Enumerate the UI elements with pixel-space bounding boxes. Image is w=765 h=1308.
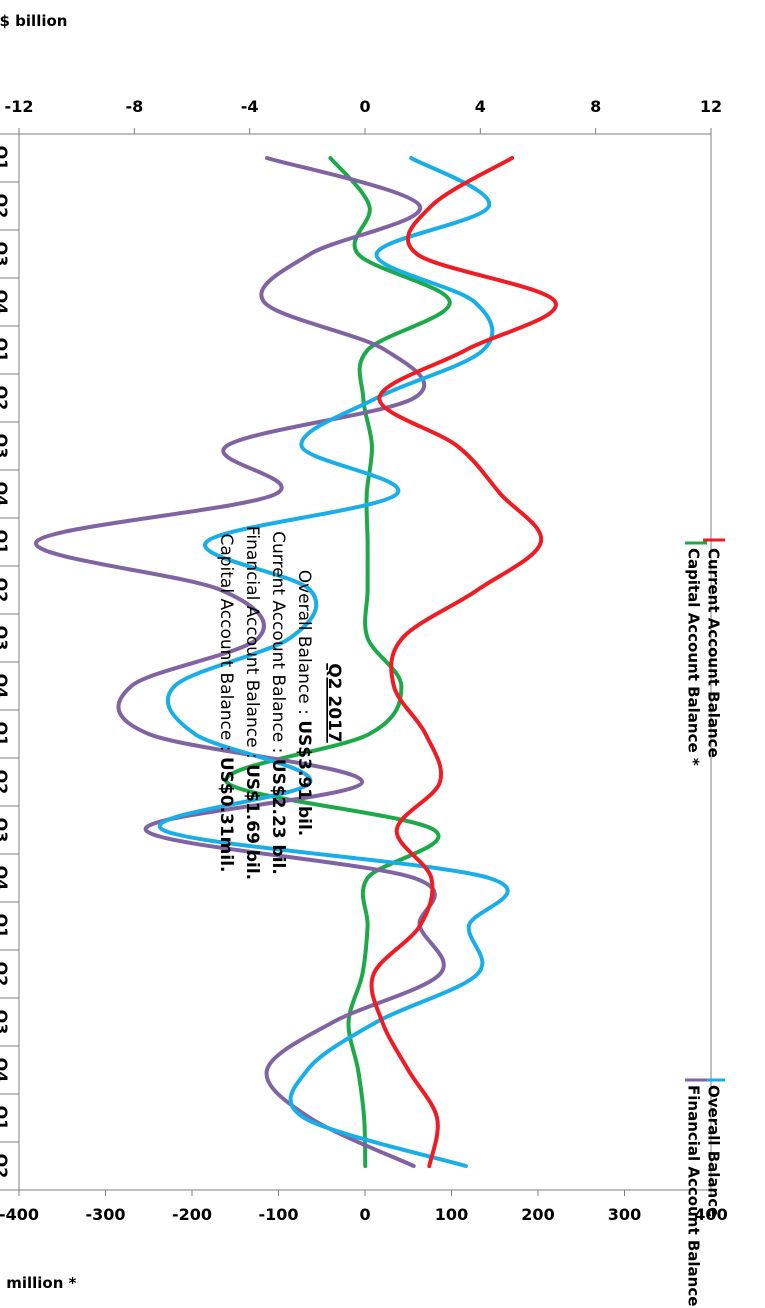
series-line-financial-account-balance	[34, 156, 446, 1168]
left-axis-tick-label: -12	[5, 97, 34, 116]
quarter-tick-label: Q3	[0, 626, 11, 651]
quarter-tick-label: Q2	[0, 962, 11, 987]
quarter-tick-label: Q4	[0, 866, 11, 891]
annotation-line-current: Current Account Balance : US$2.23 bil.	[268, 531, 288, 875]
right-axis-tick-label: 400	[694, 1205, 727, 1224]
left-axis-tick-label: 4	[475, 97, 486, 116]
legend-label-capital: Capital Account Balance *	[685, 548, 703, 766]
quarter-tick-label: Q1	[0, 338, 11, 363]
legend-item-financial: Financial Account Balance	[685, 1078, 707, 1306]
quarter-tick-label: Q4	[0, 674, 11, 699]
left-axis-tick-label: -4	[241, 97, 259, 116]
series-line-capital-account-balance	[224, 156, 452, 1168]
quarter-tick-label: Q3	[0, 434, 11, 459]
quarter-tick-label: Q4	[0, 482, 11, 507]
annotation-box: Q2 2017 Overall Balance : US$3.91 bil. C…	[216, 526, 344, 880]
left-axis-tick-label: 8	[590, 97, 601, 116]
annotation-line-overall: Overall Balance : US$3.91 bil.	[294, 570, 314, 837]
quarter-tick-label: Q3	[0, 818, 11, 843]
quarter-tick-label: Q4	[0, 1058, 11, 1083]
legend-label-financial: Financial Account Balance	[685, 1085, 703, 1306]
quarter-tick-label: Q4	[0, 290, 11, 315]
quarter-tick-label: Q2	[0, 578, 11, 603]
legend-item-current: Current Account Balance	[703, 538, 725, 758]
right-axis-title: US$ million *	[0, 1274, 77, 1292]
quarter-tick-label: Q3	[0, 1010, 11, 1035]
series-layer	[34, 156, 558, 1168]
quarter-tick-label: Q2	[0, 770, 11, 795]
right-axis-tick-label: 0	[359, 1205, 370, 1224]
left-axis-tick-label: -8	[125, 97, 143, 116]
left-axis-tick-label: 12	[700, 97, 722, 116]
quarter-tick-label: Q1	[0, 722, 11, 747]
legend: Overall Balance Financial Account Balanc…	[685, 538, 725, 1306]
quarter-tick-label: Q3	[0, 242, 11, 267]
legend-item-capital: Capital Account Balance *	[685, 541, 707, 766]
right-axis-tick-label: -100	[258, 1205, 298, 1224]
legend-item-overall: Overall Balance	[703, 1078, 725, 1217]
category-axis: Q1 Q2 Q3 Q4 Q1 Q2 Q3 Q4 Q1 Q2 Q3 Q4 Q1 Q2 Q3 Q4 Q1 Q2 Q3 Q4…	[0, 133, 19, 1191]
right-axis-tick-label: -200	[172, 1205, 212, 1224]
right-axis-tick-label: -300	[85, 1205, 125, 1224]
legend-label-overall: Overall Balance	[705, 1085, 723, 1217]
quarter-tick-label: Q1	[0, 1106, 11, 1131]
plot-frame	[18, 133, 712, 1191]
quarter-tick-label: Q1	[0, 530, 11, 555]
series-line-current-account-balance	[369, 156, 558, 1168]
legend-label-current: Current Account Balance	[705, 548, 723, 758]
annotation-title: Q2 2017	[324, 663, 344, 743]
right-axis-tick-label: 100	[435, 1205, 468, 1224]
right-axis-tick-label: -400	[0, 1205, 39, 1224]
annotation-line-financial: Financial Account Balance : US$1.69 bil.	[242, 526, 262, 880]
left-axis-title: US$ billion	[0, 12, 67, 30]
quarter-tick-label: Q2	[0, 386, 11, 411]
annotation-line-capital: Capital Account Balance : US$0.31mil.	[216, 533, 236, 872]
left-axis-tick-label: 0	[359, 97, 370, 116]
axis-ticks: -12 -8 -4 0 4 8 12 -400 -300 -200 -100 0 100 200 300 40…	[0, 97, 728, 1224]
quarter-tick-label: Q1	[0, 914, 11, 939]
quarter-tick-label: Q2	[0, 1154, 11, 1179]
right-axis-tick-label: 300	[608, 1205, 641, 1224]
right-axis-tick-label: 200	[521, 1205, 554, 1224]
quarter-tick-label: Q2	[0, 194, 11, 219]
quarter-tick-label: Q1	[0, 146, 11, 171]
series-line-overall-balance	[157, 156, 510, 1168]
